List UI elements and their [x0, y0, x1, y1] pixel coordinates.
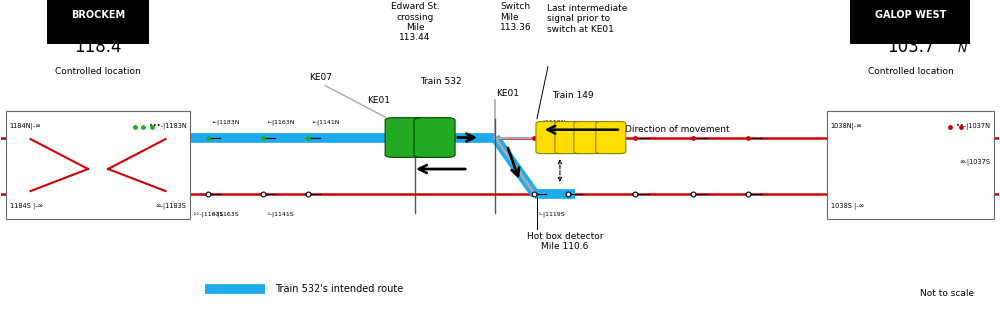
Text: •-|1163N: •-|1163N [266, 119, 295, 125]
Text: 1038S |-∞: 1038S |-∞ [831, 203, 864, 210]
Text: BROCKEM: BROCKEM [71, 10, 125, 20]
Text: ∞-|1037S: ∞-|1037S [959, 159, 990, 166]
Text: GALOP WEST: GALOP WEST [875, 10, 946, 20]
FancyBboxPatch shape [555, 122, 585, 154]
Text: ◦◦-|1163S: ◦◦-|1163S [192, 211, 224, 217]
Text: ◦-|1119S: ◦-|1119S [537, 211, 565, 217]
FancyBboxPatch shape [536, 122, 566, 154]
Text: Train 149: Train 149 [552, 91, 594, 100]
Text: KE01: KE01 [367, 95, 390, 105]
Text: ◦-|1141S: ◦-|1141S [266, 211, 294, 217]
Text: ∞-|1183S: ∞-|1183S [156, 203, 186, 210]
FancyBboxPatch shape [385, 118, 426, 157]
Text: ••-|1037N: ••-|1037N [956, 123, 990, 130]
Text: •-|1119N: •-|1119N [537, 119, 565, 125]
Text: Edward St.
crossing
Mile
113.44: Edward St. crossing Mile 113.44 [391, 2, 439, 42]
Text: Controlled location: Controlled location [55, 67, 141, 76]
Text: ◦-|1163S: ◦-|1163S [211, 211, 239, 217]
FancyBboxPatch shape [414, 118, 455, 157]
Text: Hot box detector
Mile 110.6: Hot box detector Mile 110.6 [527, 232, 603, 251]
FancyBboxPatch shape [574, 122, 604, 154]
Text: N: N [958, 42, 967, 55]
Text: KE01: KE01 [496, 89, 519, 98]
Text: Train 532: Train 532 [420, 77, 462, 86]
Text: Train 532's intended route: Train 532's intended route [275, 283, 404, 294]
Bar [6, 111, 190, 219]
Text: 1038N|-∞: 1038N|-∞ [831, 123, 862, 130]
Text: •-|1141N: •-|1141N [311, 119, 340, 125]
Bar [827, 111, 994, 219]
Text: Switch
Mile
113.36: Switch Mile 113.36 [500, 2, 532, 32]
Text: Controlled location: Controlled location [868, 67, 953, 76]
Text: 118.4: 118.4 [74, 39, 122, 57]
Text: 1184S |-∞: 1184S |-∞ [10, 203, 43, 210]
Text: KE07: KE07 [309, 74, 332, 82]
Text: 103.7: 103.7 [887, 39, 934, 57]
Text: ◦◦-|1163S: ◦◦-|1163S [183, 211, 215, 217]
Text: Last intermediate
signal prior to
switch at KE01: Last intermediate signal prior to switch… [547, 4, 627, 33]
Text: Direction of movement: Direction of movement [625, 125, 729, 134]
Text: Not to scale: Not to scale [920, 289, 974, 298]
FancyBboxPatch shape [596, 122, 626, 154]
Text: 1184N|-∞: 1184N|-∞ [10, 123, 41, 130]
Text: •-|1183N: •-|1183N [211, 119, 240, 125]
Text: •••-|1183N: •••-|1183N [149, 123, 186, 130]
